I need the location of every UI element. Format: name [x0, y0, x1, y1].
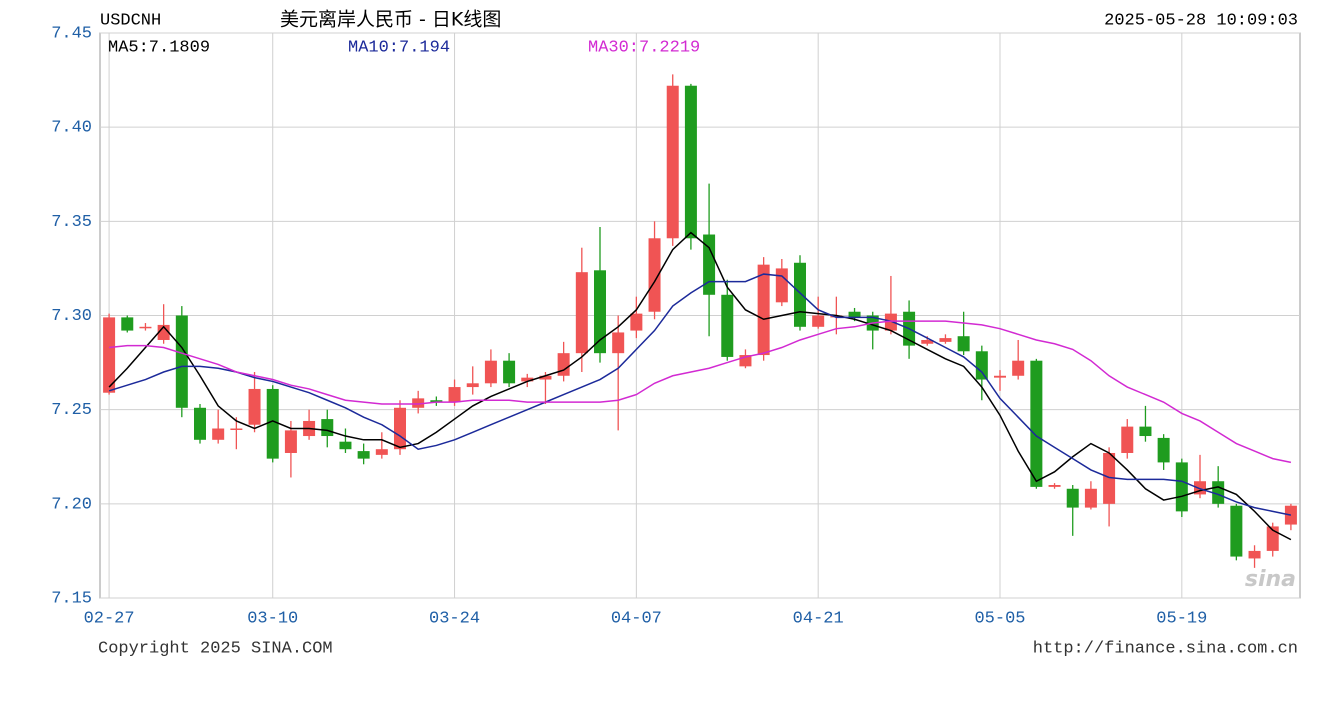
- x-tick-label: 04-21: [793, 609, 844, 628]
- candle-body: [503, 360, 516, 384]
- candle-body: [321, 419, 334, 437]
- y-tick-label: 7.35: [51, 213, 92, 232]
- candle-body: [757, 264, 770, 356]
- x-tick-label: 03-24: [429, 609, 480, 628]
- candle-body: [630, 313, 643, 331]
- candle-body: [794, 262, 806, 327]
- candle-body: [648, 238, 661, 312]
- candle-body: [266, 388, 279, 459]
- candle-body: [484, 360, 497, 384]
- chart-title: 美元离岸人民币 - 日K线图: [280, 9, 501, 31]
- candle-body: [375, 449, 388, 455]
- candle-body: [721, 294, 734, 357]
- candle-body: [1121, 426, 1134, 453]
- candle-body: [175, 315, 188, 408]
- candle-body: [412, 398, 425, 408]
- candle-body: [1084, 488, 1097, 508]
- y-tick-label: 7.15: [51, 589, 92, 608]
- candle-body: [1139, 426, 1152, 437]
- symbol: USDCNH: [100, 11, 161, 30]
- candle-body: [921, 339, 934, 344]
- candle-body: [248, 388, 261, 425]
- y-tick-label: 7.20: [51, 495, 92, 514]
- candle-body: [739, 355, 752, 367]
- candle-body: [339, 441, 352, 450]
- candle-body: [775, 268, 788, 303]
- ma-line: [108, 273, 1292, 516]
- candle-body: [612, 332, 625, 354]
- candle-body: [666, 85, 679, 239]
- candle-body: [1248, 550, 1261, 559]
- y-tick-label: 7.40: [51, 119, 92, 138]
- legend-entry: MA10:7.194: [348, 38, 450, 57]
- candle-body: [1012, 360, 1025, 376]
- candle-body: [1230, 505, 1243, 557]
- candle-body: [830, 315, 843, 318]
- candle-body: [1175, 462, 1188, 512]
- candle-body: [521, 377, 534, 382]
- candle-body: [430, 400, 443, 403]
- copyright: Copyright 2025 SINA.COM: [98, 639, 333, 658]
- x-tick-label: 03-10: [247, 609, 298, 628]
- x-tick-label: 02-27: [84, 609, 135, 628]
- candle-body: [1048, 485, 1061, 487]
- candle-body: [884, 313, 897, 331]
- ma-line: [109, 320, 1292, 464]
- watermark: sina: [1245, 567, 1296, 592]
- candle-body: [194, 407, 206, 440]
- legend-entry: MA30:7.2219: [588, 38, 700, 57]
- candle-body: [466, 383, 479, 388]
- candle-body: [1157, 437, 1170, 463]
- candle-body: [812, 315, 825, 327]
- candle-body: [1103, 452, 1116, 504]
- x-tick-label: 04-07: [611, 609, 662, 628]
- timestamp: 2025-05-28 10:09:03: [1104, 11, 1298, 30]
- legend-entry: MA5:7.1809: [108, 38, 210, 57]
- candle-body: [848, 311, 861, 318]
- candle-body: [575, 272, 588, 354]
- candle-body: [557, 353, 570, 376]
- candle-body: [1030, 360, 1043, 487]
- y-tick-label: 7.25: [51, 401, 92, 420]
- candle-body: [284, 430, 297, 453]
- candle-body: [212, 428, 225, 440]
- candle-body: [139, 326, 152, 329]
- candle-body: [357, 451, 370, 459]
- x-tick-label: 05-05: [974, 609, 1025, 628]
- candle-body: [994, 375, 1006, 378]
- candle-body: [121, 317, 134, 331]
- candle-body: [703, 234, 716, 295]
- source-url: http://finance.sina.com.cn: [1033, 639, 1298, 658]
- candle-body: [939, 338, 952, 342]
- candle-body: [230, 428, 243, 430]
- y-tick-label: 7.45: [51, 24, 92, 43]
- candle-body: [103, 317, 116, 393]
- candle-body: [594, 270, 606, 354]
- candle-body: [1066, 488, 1079, 508]
- ma-line: [108, 231, 1292, 541]
- candle-body: [684, 85, 697, 239]
- candle-body: [448, 387, 461, 403]
- candle-body: [157, 324, 170, 340]
- candle-body: [975, 351, 988, 380]
- candle-body: [539, 375, 552, 380]
- candle-body: [957, 336, 970, 352]
- y-tick-label: 7.30: [51, 307, 92, 326]
- x-tick-label: 05-19: [1156, 609, 1207, 628]
- candle-body: [394, 407, 406, 450]
